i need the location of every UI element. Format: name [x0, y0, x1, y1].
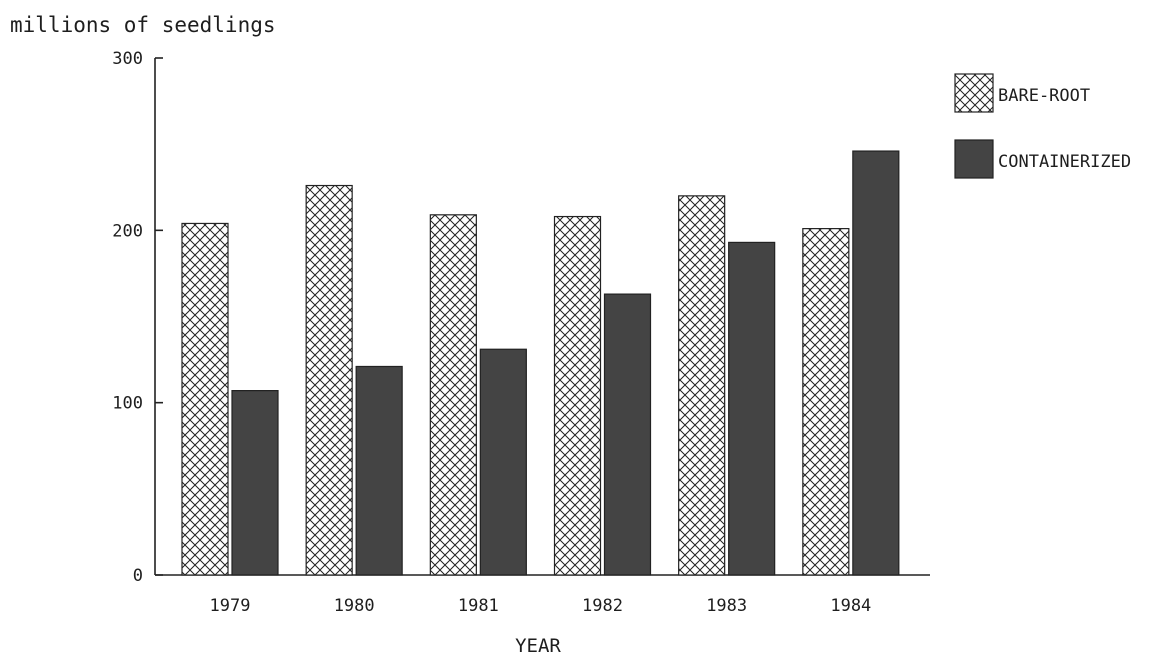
bar-containerized-1981 [479, 348, 527, 576]
y-tick-label: 300 [112, 49, 143, 69]
x-tick-label: 1979 [210, 596, 251, 616]
y-axis: 0 100 200 300 [112, 49, 163, 586]
y-axis-label: millions of seedlings [10, 13, 276, 37]
bar-containerized-1980 [355, 365, 403, 576]
x-tick-label: 1983 [706, 596, 747, 616]
bar-bare-root-1979 [181, 222, 229, 576]
bar-containerized-1982 [603, 293, 652, 576]
bars [181, 150, 900, 576]
x-tick-label: 1982 [582, 596, 623, 616]
x-axis-label: YEAR [515, 635, 561, 655]
legend-label-containerized: CONTAINERIZED [998, 152, 1131, 172]
x-tick-label: 1981 [458, 596, 499, 616]
bar-containerized-1979 [231, 390, 279, 576]
bar-containerized-1984 [852, 150, 900, 576]
x-tick-labels: 1979 1980 1981 1982 1983 1984 [210, 596, 872, 616]
bar-containerized-1983 [728, 241, 776, 576]
y-tick-label: 0 [133, 566, 143, 586]
bar-bare-root-1982 [553, 215, 602, 576]
legend: BARE-ROOT CONTAINERIZED [954, 73, 1131, 179]
bar-bare-root-1983 [678, 195, 726, 576]
y-tick-label: 200 [112, 221, 143, 241]
x-tick-label: 1980 [334, 596, 375, 616]
bar-bare-root-1981 [429, 214, 477, 576]
legend-swatch-containerized [954, 139, 994, 179]
x-tick-label: 1984 [830, 596, 871, 616]
bar-bare-root-1980 [305, 184, 353, 576]
legend-label-bare-root: BARE-ROOT [998, 86, 1090, 106]
bar-bare-root-1984 [802, 228, 850, 576]
y-tick-label: 100 [112, 394, 143, 414]
legend-swatch-bare-root [954, 73, 994, 113]
